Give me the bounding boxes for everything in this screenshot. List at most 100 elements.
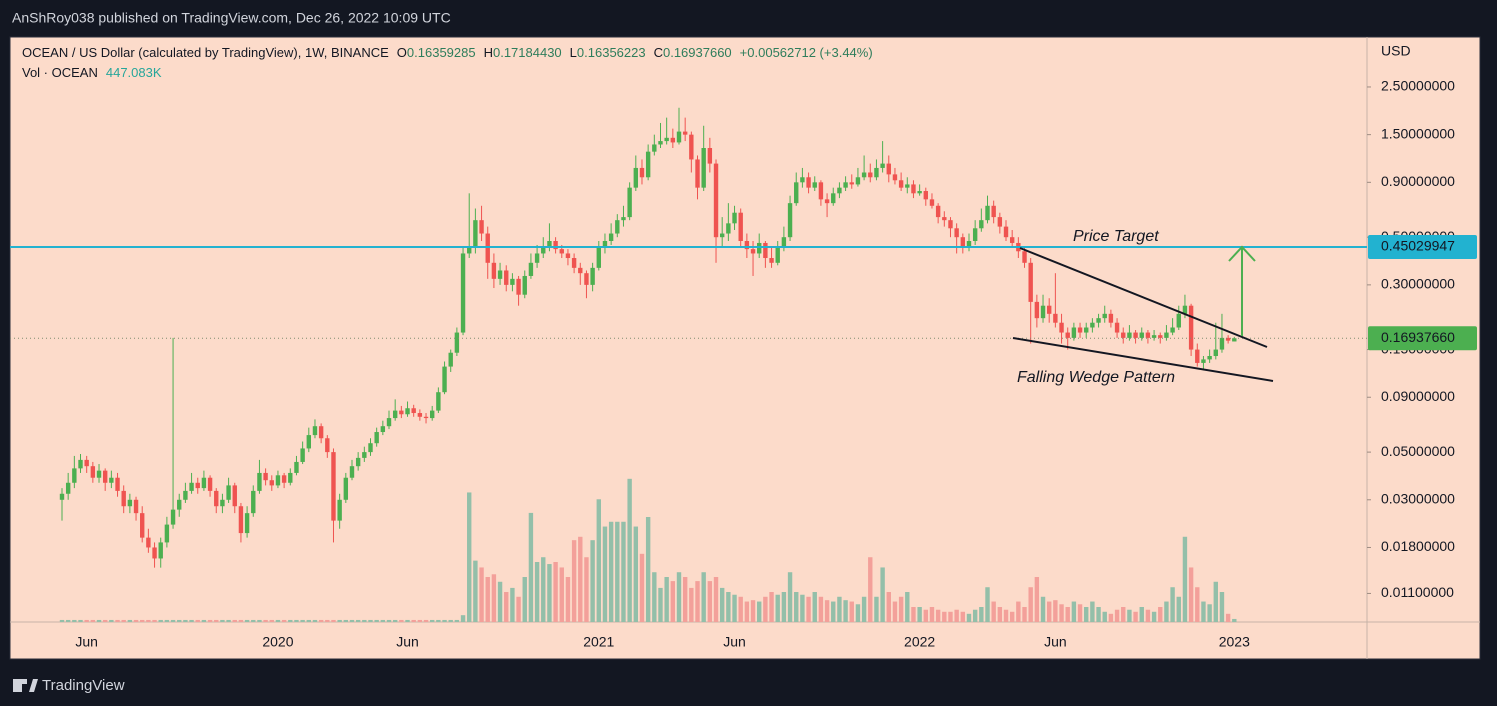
volume-bar [1077, 604, 1083, 622]
candle-body [189, 482, 194, 491]
volume-bar [534, 562, 540, 622]
candle-body [522, 275, 527, 295]
volume-bar [362, 619, 367, 622]
volume-bar [639, 553, 645, 622]
candle-body [479, 220, 484, 234]
volume-bar [1127, 609, 1132, 622]
volume-bar [1158, 607, 1163, 622]
volume-bar [911, 607, 916, 622]
candle-body [757, 242, 762, 254]
volume-bar [244, 619, 250, 622]
volume-bar [497, 581, 503, 622]
volume-bar [997, 607, 1003, 622]
volume-bar [831, 601, 836, 622]
volume-bar [146, 619, 151, 622]
volume-bar [411, 619, 416, 622]
volume-bar [275, 619, 281, 622]
candle-body [325, 438, 330, 453]
candle-layer [59, 107, 1237, 568]
candle-body [1090, 322, 1095, 328]
candle-body [232, 485, 237, 507]
volume-bar [528, 512, 534, 622]
volume-bar [652, 572, 657, 622]
level-label-box [1368, 234, 1477, 259]
volume-bar [522, 577, 527, 622]
volume-bar [676, 572, 682, 622]
volume-bar [886, 592, 891, 622]
candle-body [1102, 313, 1107, 319]
volume-bar [331, 619, 336, 622]
volume-bar [584, 557, 589, 622]
volume-bar [627, 478, 632, 622]
candle-body [90, 466, 96, 478]
volume-bar [59, 619, 65, 622]
volume-bar [942, 611, 947, 622]
volume-bar [294, 619, 299, 622]
x-tick-label: Jun [396, 634, 419, 650]
volume-bar [1016, 601, 1021, 622]
candle-body [368, 443, 373, 453]
volume-bar [1090, 601, 1095, 622]
candle-body [1232, 338, 1237, 342]
candle-body [497, 270, 503, 279]
volume-bar [1034, 577, 1040, 622]
volume-bar [183, 619, 188, 622]
y-tick-label: 0.01100000 [1381, 584, 1454, 600]
volume-bar [195, 619, 200, 622]
candle-body [948, 220, 953, 229]
volume-bar [1225, 613, 1231, 622]
candle-body [214, 490, 219, 507]
volume-bar [368, 619, 373, 622]
volume-bar [109, 619, 114, 622]
candle-body [442, 366, 447, 393]
candle-body [615, 220, 620, 234]
volume-bar [189, 619, 194, 622]
legend-value: 0.16356223 [577, 45, 646, 60]
candle-body [127, 499, 133, 507]
candle-body [1219, 337, 1225, 350]
candle-body [1176, 313, 1181, 328]
candle-body [775, 247, 780, 263]
volume-bar [750, 600, 756, 622]
candle-body [467, 247, 472, 254]
volume-bar [812, 592, 817, 622]
volume-bar [102, 619, 108, 622]
candle-body [781, 237, 787, 248]
candle-body [207, 477, 213, 491]
candle-body [244, 513, 250, 534]
candle-body [608, 233, 614, 241]
volume-bar [923, 609, 928, 622]
byline: AnShRoy038 published on TradingView.com,… [12, 10, 451, 26]
candle-body [874, 167, 879, 178]
volume-bar [738, 596, 743, 622]
volume-bar [65, 619, 71, 622]
volume-bar [787, 572, 793, 622]
volume-bar [164, 619, 170, 622]
volume-bar [713, 577, 719, 622]
volume-bar [1003, 609, 1009, 622]
candle-body [707, 148, 713, 164]
candle-body [195, 482, 200, 489]
volume-bar [1096, 607, 1101, 622]
axis-layer: 2.500000001.500000000.900000000.50000000… [10, 78, 1477, 650]
candle-body [559, 249, 564, 254]
candle-body [1158, 335, 1163, 338]
candle-body [133, 499, 139, 514]
volume-bar [90, 619, 96, 622]
candle-body [1170, 327, 1175, 333]
candle-body [423, 416, 429, 419]
candle-body [664, 137, 669, 142]
candle-body [251, 490, 256, 514]
candle-body [275, 475, 281, 486]
y-tick-label: 1.50000000 [1381, 125, 1455, 141]
volume-bar [226, 619, 231, 622]
volume-bar [1232, 618, 1237, 622]
y-tick-label: 0.01800000 [1381, 538, 1455, 554]
chart-panel [9, 36, 1481, 660]
candle-body [257, 472, 262, 491]
volume-bar [115, 619, 120, 622]
candle-body [1182, 305, 1188, 314]
volume-bar [559, 567, 564, 622]
candle-body [935, 205, 941, 218]
volume-bar [1145, 609, 1151, 622]
